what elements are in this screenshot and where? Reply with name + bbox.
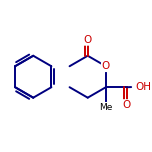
Text: O: O <box>123 100 131 110</box>
Text: Me: Me <box>99 103 112 112</box>
Text: O: O <box>84 35 92 45</box>
Text: O: O <box>102 61 110 71</box>
Text: OH: OH <box>135 82 152 92</box>
